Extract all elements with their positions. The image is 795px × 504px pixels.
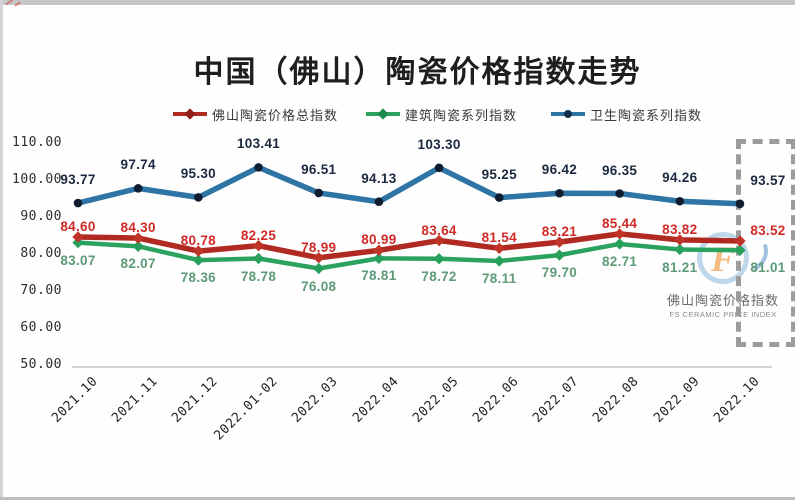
data-point-marker	[434, 163, 444, 173]
data-label: 84.30	[120, 220, 156, 236]
legend-swatch-icon	[551, 104, 585, 124]
legend-entry: 佛山陶瓷价格总指数	[173, 104, 338, 124]
chart-legend: 佛山陶瓷价格总指数 建筑陶瓷系列指数 卫生陶瓷系列指数	[0, 104, 795, 126]
data-label: 80.99	[361, 232, 397, 248]
data-label: 81.54	[481, 230, 517, 246]
legend-entry: 建筑陶瓷系列指数	[366, 104, 517, 124]
data-label: 83.07	[60, 252, 96, 268]
data-point-marker	[734, 235, 746, 247]
data-point-marker	[494, 193, 504, 202]
y-tick-label: 60.00	[20, 320, 62, 335]
series-line	[75, 231, 743, 261]
data-label: 96.35	[601, 162, 638, 178]
data-label: 103.30	[417, 136, 461, 152]
data-label: 78.81	[361, 268, 397, 284]
data-label: 83.64	[421, 222, 457, 238]
data-label: 78.99	[301, 239, 337, 255]
data-point-marker	[675, 196, 685, 206]
data-point-marker	[192, 245, 205, 257]
data-label: 84.60	[60, 218, 96, 234]
data-label: 76.08	[301, 278, 337, 294]
data-point-marker	[374, 197, 384, 207]
data-point-marker	[553, 249, 566, 261]
data-label: 94.26	[662, 170, 698, 186]
data-label: 79.70	[541, 265, 578, 281]
data-point-marker	[133, 184, 143, 193]
data-point-marker	[615, 189, 624, 198]
data-label: 83.52	[750, 222, 786, 238]
data-label: 78.11	[481, 270, 517, 286]
data-label: 78.36	[180, 270, 216, 286]
data-label: 103.41	[236, 136, 281, 152]
y-tick-label: 90.00	[20, 209, 62, 224]
data-point-marker	[132, 240, 144, 252]
frame-edge-left	[0, 0, 3, 500]
legend-swatch-icon	[173, 104, 207, 124]
data-point-marker	[313, 262, 325, 275]
data-label: 93.77	[60, 172, 96, 188]
data-point-marker	[433, 234, 445, 247]
legend-label: 卫生陶瓷系列指数	[590, 107, 703, 123]
data-label: 78.72	[421, 268, 457, 284]
data-point-marker	[553, 236, 566, 248]
data-label: 96.51	[301, 161, 337, 177]
watermark-logo-letter: F	[710, 239, 735, 279]
data-label: 95.25	[481, 166, 517, 182]
data-point-marker	[493, 255, 505, 267]
data-point-marker	[555, 188, 564, 198]
data-point-marker	[734, 244, 746, 256]
y-tick-label: 110.00	[12, 135, 62, 150]
data-label: 83.82	[662, 221, 698, 237]
data-label: 82.07	[120, 256, 156, 272]
data-label: 82.71	[601, 253, 638, 269]
data-point-marker	[252, 252, 265, 265]
data-point-marker	[313, 252, 325, 264]
series-line	[75, 164, 743, 207]
data-label: 94.13	[361, 170, 397, 186]
data-point-marker	[373, 244, 385, 256]
watermark-text-cn: 佛山陶瓷价格指数	[666, 293, 779, 308]
x-axis-baseline	[72, 366, 772, 368]
y-tick-label: 100.00	[12, 172, 62, 187]
chart-title: 中国（佛山）陶瓷价格指数走势	[193, 56, 642, 89]
data-point-marker	[194, 193, 203, 202]
data-label: 78.78	[240, 268, 277, 284]
data-label: 81.01	[750, 260, 786, 276]
data-point-marker	[73, 198, 83, 208]
legend-label: 建筑陶瓷系列指数	[405, 107, 518, 123]
data-point-marker	[674, 243, 686, 256]
data-point-marker	[613, 238, 626, 250]
data-label: 96.42	[541, 162, 578, 178]
data-point-marker	[192, 254, 205, 266]
watermark-text-en: FS CERAMIC PRICE INDEX	[669, 310, 777, 319]
data-label: 97.74	[120, 157, 156, 173]
series-line	[75, 240, 743, 271]
data-point-marker	[735, 199, 745, 209]
data-point-marker	[493, 242, 505, 254]
data-label: 95.30	[180, 166, 216, 182]
data-point-marker	[373, 252, 385, 265]
data-point-marker	[132, 232, 144, 244]
legend-label: 佛山陶瓷价格总指数	[212, 107, 339, 123]
y-tick-label: 70.00	[20, 283, 62, 298]
data-point-marker	[433, 253, 445, 265]
frame-edge-bottom	[0, 497, 795, 500]
y-tick-label: 50.00	[20, 357, 62, 372]
data-label: 82.25	[240, 227, 277, 243]
data-label: 83.21	[541, 224, 578, 240]
data-point-marker	[314, 188, 324, 198]
data-point-marker	[254, 163, 263, 172]
data-point-marker	[613, 228, 626, 240]
legend-entry: 卫生陶瓷系列指数	[551, 104, 702, 124]
y-tick-label: 80.00	[20, 246, 62, 261]
data-point-marker	[674, 234, 686, 246]
frame-edge-top	[0, 0, 795, 5]
data-label: 85.44	[601, 215, 638, 231]
legend-swatch-icon	[366, 104, 400, 124]
data-label: 81.21	[662, 259, 698, 275]
data-label: 93.57	[750, 172, 786, 188]
data-label: 80.78	[180, 233, 216, 249]
